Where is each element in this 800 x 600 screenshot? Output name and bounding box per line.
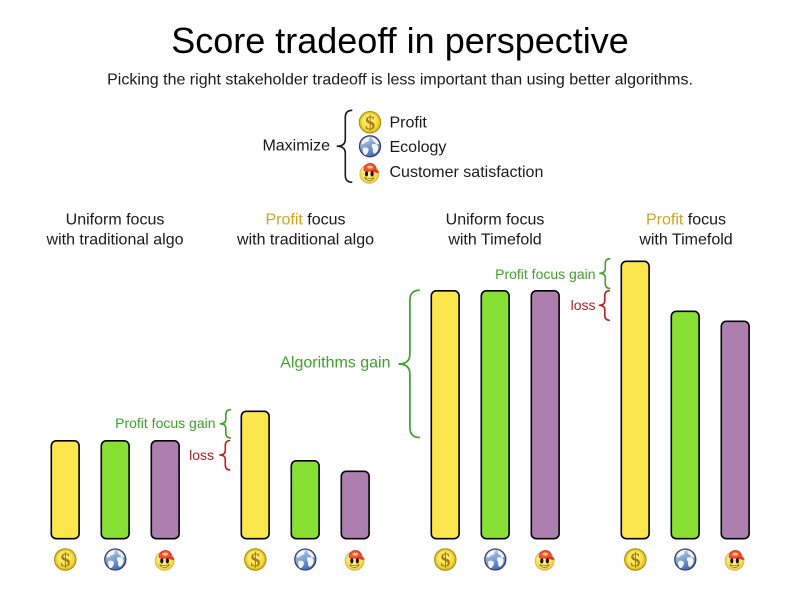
svg-text:Customer satisfaction: Customer satisfaction	[390, 164, 544, 181]
svg-text:Picking the right stakeholder: Picking the right stakeholder tradeoff i…	[107, 72, 693, 89]
svg-text:Profit focus: Profit focus	[265, 212, 345, 229]
svg-text:Profit focus gain: Profit focus gain	[115, 415, 215, 431]
svg-text:with Timefold: with Timefold	[638, 232, 732, 249]
svg-text:Profit: Profit	[390, 114, 428, 131]
svg-text:Profit focus gain: Profit focus gain	[495, 266, 595, 282]
svg-text:Algorithms gain: Algorithms gain	[280, 355, 390, 372]
svg-text:Uniform focus: Uniform focus	[446, 212, 545, 229]
svg-text:loss: loss	[189, 447, 214, 463]
svg-text:with traditional algo: with traditional algo	[46, 232, 184, 249]
svg-text:Score tradeoff in perspective: Score tradeoff in perspective	[171, 20, 629, 61]
svg-text:with traditional algo: with traditional algo	[236, 232, 374, 249]
svg-text:Profit focus: Profit focus	[646, 212, 726, 229]
svg-text:Ecology: Ecology	[390, 139, 447, 156]
svg-text:Uniform focus: Uniform focus	[66, 212, 165, 229]
svg-text:Maximize: Maximize	[262, 138, 330, 155]
svg-text:loss: loss	[571, 297, 596, 313]
svg-text:with Timefold: with Timefold	[447, 232, 541, 249]
